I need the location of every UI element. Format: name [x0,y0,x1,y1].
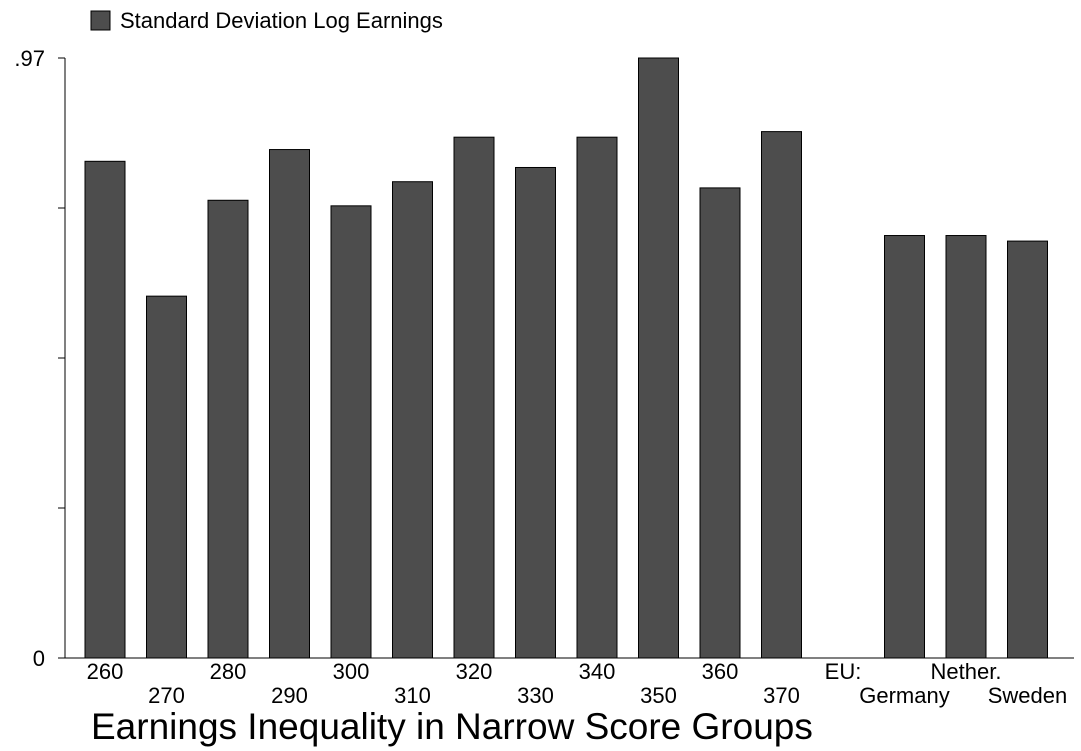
bar-360 [699,187,741,659]
bar-340 [576,136,618,659]
x-tick-label: 290 [271,683,308,708]
y-tick-label: .97 [14,46,45,71]
x-tick-label: Nether. [931,659,1002,684]
x-tick-label: 300 [333,659,370,684]
bar-germany [884,235,925,659]
bars [84,57,1048,659]
bar-270 [146,295,187,659]
x-tick-label: 370 [763,683,800,708]
x-tick-label: 330 [517,683,554,708]
y-tick-label: 0 [33,646,45,671]
x-tick-label: 280 [210,659,247,684]
x-tick-label: 260 [87,659,124,684]
x-tick-label: Germany [859,683,949,708]
bar-290 [269,149,310,659]
bar-nether [945,235,987,659]
bar-370 [761,131,802,659]
x-tick-label: 320 [456,659,493,684]
chart-title: Earnings Inequality in Narrow Score Grou… [91,706,813,747]
bar-260 [84,160,126,659]
x-tick-label: 310 [394,683,431,708]
legend: Standard Deviation Log Earnings [90,8,443,33]
x-tick-label: 270 [148,683,185,708]
bar-280 [207,199,249,659]
legend-label: Standard Deviation Log Earnings [120,8,443,33]
x-tick-label: Sweden [988,683,1068,708]
bar-350 [638,57,679,659]
bar-330 [515,166,556,659]
x-tick-label: 360 [702,659,739,684]
bar-300 [330,205,372,659]
legend-swatch [90,10,111,31]
x-tick-label: 350 [640,683,677,708]
x-tick-label: 340 [579,659,616,684]
bar-sweden [1007,240,1048,659]
bar-320 [453,136,495,659]
x-axis-labels: 260 270 280 290 300 310 320 330 340 350 360 370 EU:G… [87,659,1068,708]
x-tick-label: EU: [825,659,862,684]
bar-310 [392,181,433,659]
